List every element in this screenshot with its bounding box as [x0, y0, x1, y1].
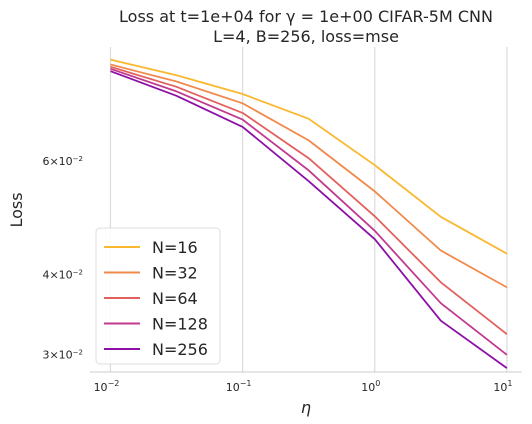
y-tick-label: 6×10−2: [42, 155, 83, 168]
series-group: [110, 58, 508, 369]
y-tick-label: 3×10−2: [42, 349, 83, 362]
x-tick-label: 100: [361, 379, 380, 394]
legend-label: N=128: [152, 315, 208, 334]
legend-label: N=64: [152, 289, 198, 308]
y-tick-labels: 3×10−2 4×10−2 6×10−2: [42, 155, 83, 362]
series-line: [110, 58, 508, 255]
series-line: [110, 65, 508, 335]
series-line: [110, 70, 508, 369]
chart-title-line1: Loss at t=1e+04 for γ = 1e+00 CIFAR-5M C…: [119, 7, 493, 26]
series-line: [110, 63, 508, 289]
chart-title-line2: L=4, B=256, loss=mse: [213, 27, 399, 46]
series-line: [110, 67, 508, 356]
x-axis-label: η: [301, 398, 311, 417]
x-tick-label: 10−2: [94, 379, 120, 394]
legend-label: N=16: [152, 238, 198, 257]
x-tick-label: 101: [493, 379, 512, 394]
y-tick-label: 4×10−2: [42, 268, 83, 281]
legend-frame: [95, 227, 221, 365]
legend-label: N=256: [152, 340, 208, 359]
x-tick-labels: 10−2 10−1 100 101: [94, 379, 513, 394]
x-tick-label: 10−1: [226, 379, 252, 394]
legend: N=16 N=32 N=64 N=128 N=256: [95, 227, 221, 365]
legend-label: N=32: [152, 264, 198, 283]
y-axis-label: Loss: [7, 192, 26, 227]
